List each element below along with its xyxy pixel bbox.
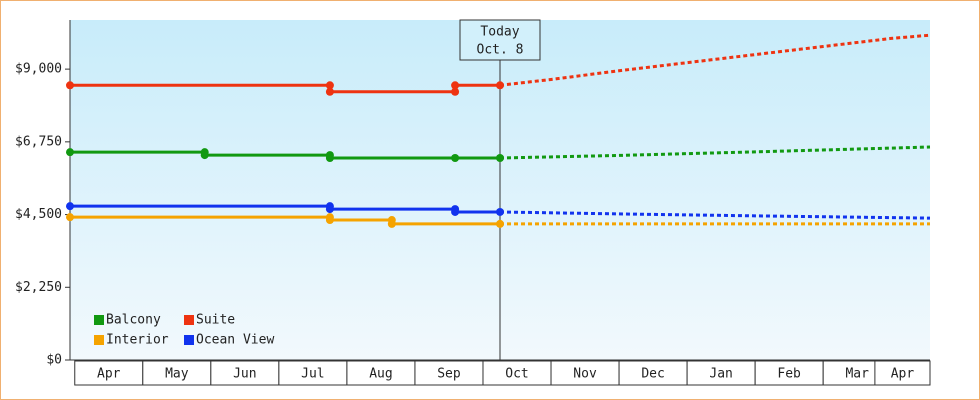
point	[66, 81, 74, 90]
point	[325, 154, 334, 163]
legend-swatch	[184, 335, 194, 345]
legend-swatch	[94, 335, 104, 345]
x-tick-label: Dec	[641, 367, 664, 382]
x-tick-label: Jan	[709, 367, 732, 382]
point	[496, 81, 504, 90]
x-tick-cell	[686, 360, 756, 386]
point	[325, 87, 334, 96]
point	[200, 151, 209, 160]
y-tick-label: $6,750	[15, 134, 62, 149]
today-label: Today	[480, 25, 519, 40]
x-tick-label: Feb	[777, 367, 801, 382]
x-tick-label: Apr	[891, 367, 915, 382]
point	[451, 154, 460, 163]
x-tick-cell	[346, 360, 416, 386]
series-line	[70, 204, 500, 214]
x-tick-cell	[210, 360, 280, 386]
forecast-line	[499, 145, 931, 160]
point	[496, 219, 504, 228]
series-line	[70, 215, 500, 226]
x-tick-label: Nov	[573, 367, 597, 382]
x-tick-label: May	[165, 367, 189, 382]
point	[66, 202, 74, 211]
x-tick-cell	[278, 360, 348, 386]
x-tick-label: Apr	[97, 367, 121, 382]
y-tick-label: $2,250	[15, 280, 62, 295]
point	[496, 207, 504, 216]
x-tick-cell	[550, 360, 620, 386]
x-tick-cell	[414, 360, 484, 386]
point	[451, 87, 460, 96]
point	[66, 213, 74, 222]
point	[325, 205, 334, 214]
y-tick-label: $9,000	[15, 62, 62, 77]
legend-label: Ocean View	[196, 333, 274, 348]
point	[325, 216, 334, 225]
x-tick-cell	[618, 360, 688, 386]
legend-swatch	[94, 315, 104, 325]
legend-label: Interior	[106, 333, 169, 348]
forecast-line	[499, 210, 931, 220]
point	[496, 154, 504, 163]
x-tick-label: Mar	[845, 367, 869, 382]
x-tick-label: Jul	[301, 367, 324, 382]
point	[325, 81, 334, 90]
y-tick-label: $0	[46, 353, 62, 368]
point	[66, 148, 74, 157]
legend-label: Suite	[196, 313, 235, 328]
y-tick-label: $4,500	[15, 207, 62, 222]
series-line	[70, 83, 500, 94]
x-tick-label: Sep	[437, 367, 461, 382]
point	[451, 81, 460, 90]
x-tick-cell	[482, 360, 552, 386]
legend-swatch	[184, 315, 194, 325]
x-tick-label: Oct	[505, 367, 528, 382]
legend-label: Balcony	[106, 313, 161, 328]
x-tick-cell	[874, 360, 931, 386]
point	[387, 219, 396, 228]
x-tick-label: Jun	[233, 367, 256, 382]
today-label: Oct. 8	[477, 43, 524, 58]
x-tick-cell	[74, 360, 144, 386]
today-box	[459, 19, 541, 61]
x-tick-cell	[142, 360, 212, 386]
point	[451, 207, 460, 216]
x-tick-label: Aug	[369, 367, 392, 382]
